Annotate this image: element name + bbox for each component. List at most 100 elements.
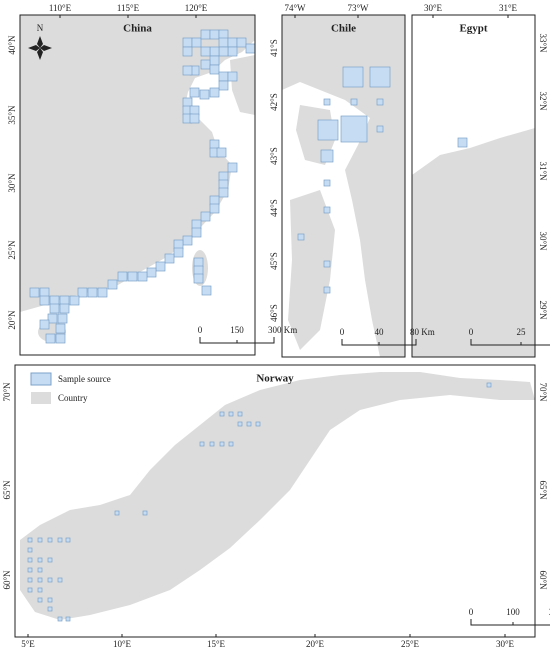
- sample-square: [39, 319, 50, 330]
- sample-square: [47, 537, 53, 543]
- sample-square: [37, 557, 43, 563]
- sample-square: [137, 271, 148, 282]
- sample-square: [164, 253, 175, 264]
- sample-square: [227, 162, 238, 173]
- scale-label: 0: [340, 327, 345, 337]
- bottom-tick-label: 5°E: [21, 639, 35, 649]
- sample-square: [199, 89, 210, 100]
- sample-square: [182, 65, 193, 76]
- sample-square: [55, 333, 66, 344]
- left-tick-label: 43°S: [269, 147, 279, 165]
- left-tick-label: 46°S: [269, 304, 279, 322]
- right-tick-label: 70°N: [538, 382, 548, 402]
- sample-square: [218, 187, 229, 198]
- sample-square: [246, 421, 252, 427]
- top-tick-label: 74°W: [284, 3, 306, 13]
- scale-label: 0: [469, 327, 474, 337]
- sample-square: [200, 29, 211, 40]
- left-tick-label: 44°S: [269, 199, 279, 217]
- sample-square: [155, 261, 166, 272]
- right-tick-label: 31°N: [538, 161, 548, 181]
- sample-square: [29, 287, 40, 298]
- sample-square: [228, 411, 234, 417]
- bottom-tick-label: 10°E: [113, 639, 132, 649]
- sample-square: [340, 115, 368, 143]
- sample-square: [57, 313, 68, 324]
- norway-land: [20, 372, 535, 620]
- sample-square: [39, 295, 50, 306]
- sample-square: [191, 37, 202, 48]
- scale-bar: [199, 337, 275, 344]
- sample-square: [57, 616, 63, 622]
- sample-square: [457, 137, 468, 148]
- sample-square: [317, 119, 339, 141]
- sample-square: [37, 537, 43, 543]
- sample-square: [182, 37, 193, 48]
- left-tick-label: 30°N: [7, 173, 17, 193]
- sample-square: [376, 98, 384, 106]
- panel-frame: [411, 14, 536, 358]
- legend-label: Country: [58, 393, 88, 403]
- sample-square: [209, 55, 220, 66]
- sample-square: [47, 313, 58, 324]
- sample-square: [218, 46, 229, 57]
- sample-square: [59, 295, 70, 306]
- sample-square: [87, 287, 98, 298]
- sample-square: [47, 577, 53, 583]
- scale-label: 25: [517, 327, 527, 337]
- sample-square: [228, 441, 234, 447]
- panel-title: Egypt: [459, 23, 487, 35]
- sample-square: [173, 239, 184, 250]
- sample-square: [245, 43, 256, 54]
- sample-square: [323, 286, 331, 294]
- sample-square: [189, 113, 200, 124]
- sample-square: [209, 64, 220, 75]
- legend-label: Sample source: [58, 374, 111, 384]
- left-tick-label: 65°N: [2, 480, 12, 500]
- sample-square: [65, 537, 71, 543]
- panel-frame: [19, 14, 256, 356]
- sample-square: [191, 219, 202, 230]
- sample-square: [209, 441, 215, 447]
- sample-square: [342, 66, 364, 88]
- bottom-tick-label: 15°E: [207, 639, 226, 649]
- panel-title: Chile: [331, 23, 356, 35]
- scale-bar: [470, 619, 550, 626]
- left-tick-label: 45°S: [269, 252, 279, 270]
- sample-square: [65, 616, 71, 622]
- chile-land: [282, 15, 405, 357]
- sample-square: [27, 567, 33, 573]
- sample-square: [114, 510, 120, 516]
- left-tick-label: 40°N: [7, 35, 17, 55]
- sample-square: [59, 303, 70, 314]
- sample-square: [376, 125, 384, 133]
- top-tick-label: 30°E: [424, 3, 443, 13]
- sample-square: [227, 46, 238, 57]
- sample-square: [227, 71, 238, 82]
- sample-square: [55, 323, 66, 334]
- sample-square: [57, 537, 63, 543]
- sample-square: [486, 382, 492, 388]
- sample-square: [189, 87, 200, 98]
- sample-square: [201, 285, 212, 296]
- sample-square: [173, 247, 184, 258]
- left-tick-label: 20°N: [7, 310, 17, 330]
- sample-square: [182, 46, 193, 57]
- left-tick-label: 35°N: [7, 105, 17, 125]
- sample-square: [97, 287, 108, 298]
- sample-square: [47, 557, 53, 563]
- sample-square: [219, 411, 225, 417]
- panel-frame: [281, 14, 406, 358]
- scale-label: 0: [198, 325, 203, 335]
- sample-square: [146, 267, 157, 278]
- legend-swatch-country: [31, 392, 51, 404]
- panel-frames: [14, 14, 536, 638]
- panel-title: Norway: [256, 373, 294, 385]
- sample-square: [323, 98, 331, 106]
- sample-square: [199, 441, 205, 447]
- sample-square: [39, 287, 50, 298]
- bottom-tick-label: 25°E: [401, 639, 420, 649]
- sample-square: [209, 203, 220, 214]
- scale-label: 40: [375, 327, 385, 337]
